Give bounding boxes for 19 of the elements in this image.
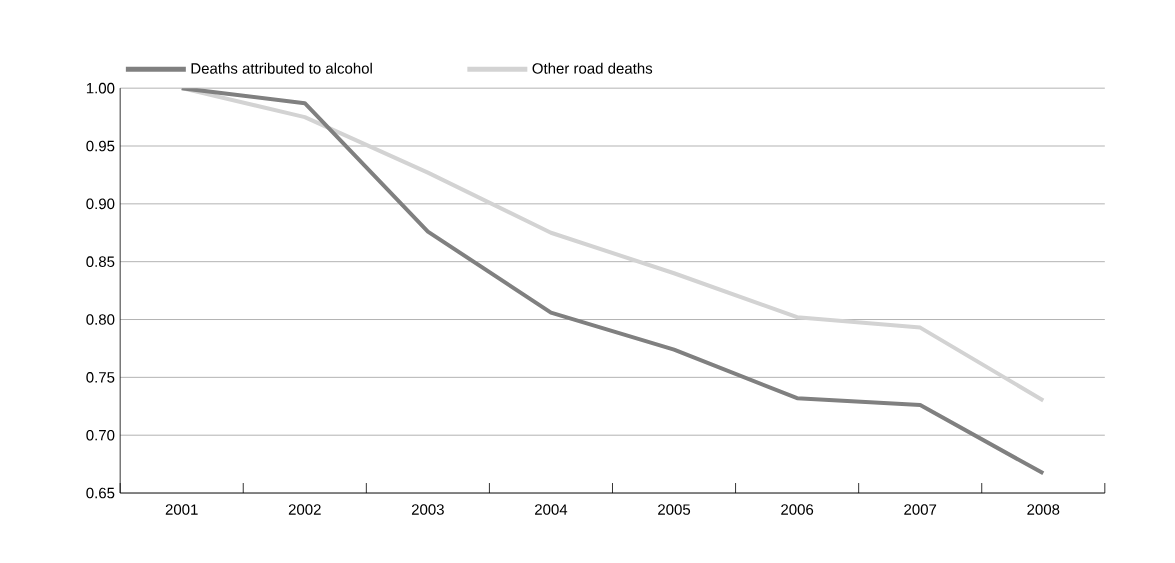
- x-tick-label: 2003: [411, 504, 444, 515]
- x-tick-label: 2007: [904, 504, 937, 515]
- legend-label: Deaths attributed to alcohol: [191, 62, 372, 74]
- y-tick-label: 0.65: [86, 487, 115, 499]
- y-tick-label: 0.95: [86, 140, 115, 152]
- line-series: [179, 88, 1046, 403]
- x-tick-label: 2005: [658, 504, 691, 515]
- x-tick-label: 2001: [165, 504, 198, 515]
- y-tick-label: 0.70: [86, 429, 115, 441]
- y-tick-label: 0.90: [86, 198, 115, 210]
- x-tick-label: 2004: [535, 504, 568, 515]
- x-tick-label: 2008: [1027, 504, 1060, 515]
- legend-label: Other road deaths: [532, 62, 653, 74]
- y-tick-label: 0.85: [86, 256, 115, 267]
- x-tick-label: 2006: [781, 504, 814, 515]
- y-tick-label: 0.80: [86, 314, 115, 325]
- x-tick-label: 2002: [288, 504, 321, 515]
- y-tick-label: 0.75: [86, 371, 115, 383]
- y-tick-label: 1.00: [86, 82, 115, 94]
